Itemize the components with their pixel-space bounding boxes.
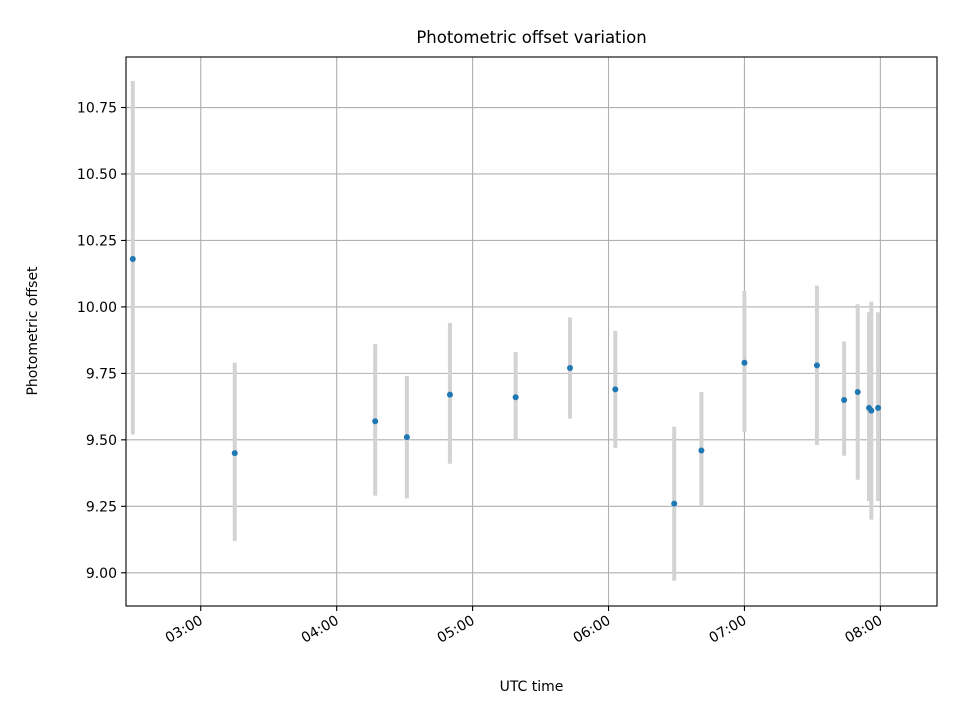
x-tick-label: 07:00 — [706, 613, 749, 647]
data-point — [567, 365, 574, 372]
y-tick-label: 9.00 — [86, 566, 117, 582]
data-point — [868, 407, 875, 414]
x-tick-label: 03:00 — [163, 613, 206, 647]
data-point — [512, 394, 519, 401]
y-tick-label: 10.75 — [77, 101, 117, 117]
data-point — [446, 391, 453, 398]
y-tick-label: 10.50 — [77, 167, 117, 183]
data-point — [129, 256, 136, 263]
x-tick-label: 04:00 — [299, 613, 342, 647]
y-axis-ticks: 9.00 9.25 9.50 9.75 10.00 10.25 10.50 10.75 — [77, 101, 126, 582]
y-tick-label: 9.50 — [86, 433, 117, 449]
x-tick-label: 08:00 — [842, 613, 885, 647]
x-tick-label: 06:00 — [571, 613, 614, 647]
data-point — [403, 434, 410, 441]
chart-title: Photometric offset variation — [416, 28, 646, 47]
data-point — [854, 388, 861, 395]
data-point — [875, 404, 882, 411]
data-point — [671, 500, 678, 507]
plot-frame — [125, 56, 938, 607]
data-points — [129, 256, 882, 507]
data-point — [813, 362, 820, 369]
x-tick-label: 05:00 — [435, 613, 478, 647]
data-point — [231, 450, 238, 457]
y-tick-label: 10.00 — [77, 300, 117, 316]
data-point — [698, 447, 705, 454]
data-point — [612, 386, 619, 393]
y-tick-label: 10.25 — [77, 233, 117, 249]
data-point — [372, 418, 379, 425]
y-tick-label: 9.75 — [86, 366, 117, 382]
data-point — [741, 359, 748, 366]
x-axis-ticks: 03:00 04:00 05:00 06:00 07:00 08:00 — [163, 606, 885, 647]
y-tick-label: 9.25 — [86, 499, 117, 515]
x-axis-label: UTC time — [500, 679, 564, 695]
y-axis-label: Photometric offset — [25, 266, 41, 396]
data-point — [841, 396, 848, 403]
